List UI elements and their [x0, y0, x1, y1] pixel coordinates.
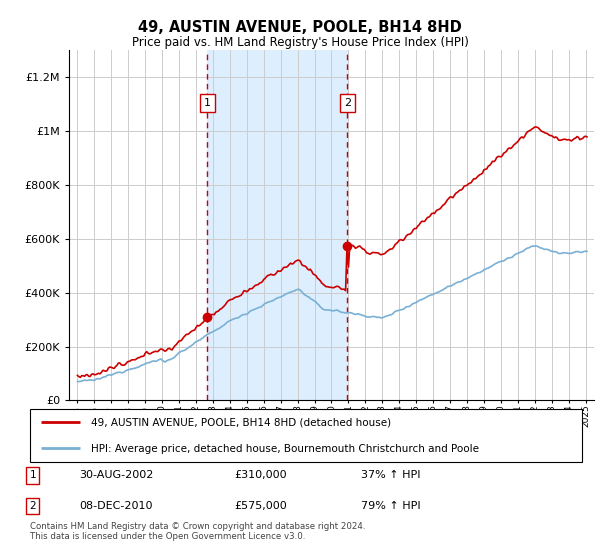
- Text: 49, AUSTIN AVENUE, POOLE, BH14 8HD (detached house): 49, AUSTIN AVENUE, POOLE, BH14 8HD (deta…: [91, 418, 391, 428]
- Text: HPI: Average price, detached house, Bournemouth Christchurch and Poole: HPI: Average price, detached house, Bour…: [91, 444, 479, 454]
- Text: Contains HM Land Registry data © Crown copyright and database right 2024.
This d: Contains HM Land Registry data © Crown c…: [30, 522, 365, 542]
- Text: 2: 2: [29, 501, 36, 511]
- Text: 2: 2: [344, 98, 351, 108]
- Text: Price paid vs. HM Land Registry's House Price Index (HPI): Price paid vs. HM Land Registry's House …: [131, 36, 469, 49]
- Text: 79% ↑ HPI: 79% ↑ HPI: [361, 501, 421, 511]
- Text: 1: 1: [29, 470, 36, 480]
- Text: £575,000: £575,000: [234, 501, 287, 511]
- Text: 30-AUG-2002: 30-AUG-2002: [80, 470, 154, 480]
- Bar: [207, 50, 347, 400]
- FancyBboxPatch shape: [30, 409, 582, 462]
- Text: £310,000: £310,000: [234, 470, 287, 480]
- Text: 49, AUSTIN AVENUE, POOLE, BH14 8HD: 49, AUSTIN AVENUE, POOLE, BH14 8HD: [138, 20, 462, 35]
- Text: 1: 1: [203, 98, 211, 108]
- Text: 08-DEC-2010: 08-DEC-2010: [80, 501, 153, 511]
- Text: 37% ↑ HPI: 37% ↑ HPI: [361, 470, 421, 480]
